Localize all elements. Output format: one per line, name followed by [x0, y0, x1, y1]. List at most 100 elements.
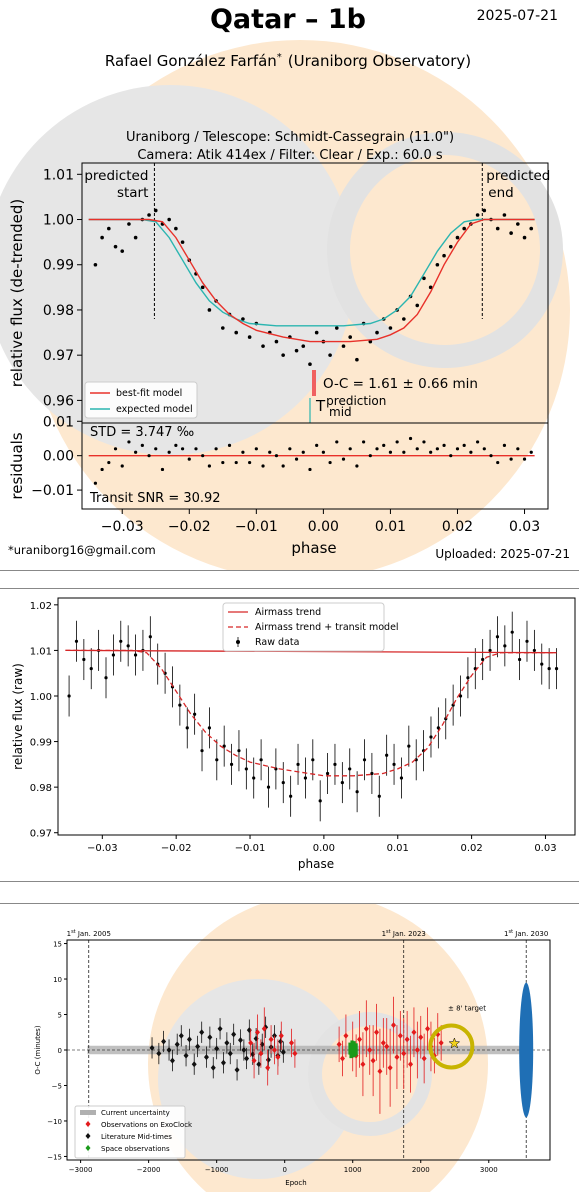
data-point [180, 240, 185, 244]
author-mark: * [277, 52, 282, 63]
residual-point [107, 460, 111, 465]
x-tick-label: 3000 [480, 1166, 498, 1174]
residual-point [489, 454, 493, 458]
residual-point [382, 443, 386, 447]
predicted-start-label-2: start [117, 185, 148, 201]
residual-point [274, 454, 279, 458]
raw-point [296, 762, 300, 766]
literature-point [237, 1037, 243, 1044]
data-point [388, 326, 393, 330]
space-point [354, 1043, 358, 1056]
data-point [509, 231, 513, 235]
raw-point [82, 657, 86, 662]
residual-point [288, 447, 292, 451]
residual-point [261, 464, 265, 468]
raw-point [466, 676, 470, 680]
raw-point [554, 667, 559, 671]
page-title: Qatar – 1b [210, 4, 366, 35]
date-marker-sup: st [386, 929, 391, 935]
raw-point [281, 780, 285, 785]
data-point [495, 226, 500, 231]
raw-point [111, 653, 115, 657]
exoclock-point [421, 1055, 427, 1062]
literature-point [186, 1036, 192, 1043]
date-marker-label: 1st Jan. 2005 [67, 929, 111, 938]
exoclock-point [248, 1039, 254, 1046]
x-tick-label: −1000 [205, 1166, 229, 1174]
y-tick-label: −5 [52, 1082, 62, 1090]
data-point [455, 235, 460, 240]
predicted-end-label-1: predicted [486, 168, 550, 184]
literature-point [280, 1049, 286, 1056]
residual-point [509, 457, 513, 461]
residual-point [415, 447, 419, 451]
raw-point [200, 749, 204, 753]
residual-point [442, 443, 446, 447]
y-tick-label: 0.97 [30, 829, 52, 840]
exoclock-point [360, 1061, 366, 1068]
exoclock-point [278, 1032, 284, 1039]
data-point [308, 362, 312, 367]
y-tick-label: 1.00 [43, 213, 74, 229]
residual-point [160, 467, 165, 472]
x-tick-label: 0.03 [509, 519, 540, 535]
residual-point [496, 460, 500, 465]
raw-point [303, 776, 308, 780]
literature-point [220, 1059, 226, 1066]
literature-point [265, 1056, 271, 1063]
tmid-sup: prediction [326, 394, 386, 408]
x-tick-label: −0.01 [235, 843, 266, 854]
x-tick-label: 1000 [344, 1166, 362, 1174]
literature-point [217, 1025, 223, 1032]
target-label: ± 8' target [448, 1004, 486, 1012]
residual-point [301, 450, 305, 454]
exoclock-point [265, 1064, 271, 1071]
residual-point [469, 450, 473, 454]
x-tick-label: −3000 [69, 1166, 93, 1174]
raw-point [185, 726, 189, 730]
data-point [415, 303, 420, 308]
residual-point [248, 460, 252, 465]
data-point [368, 339, 373, 344]
exoclock-point [384, 1043, 390, 1050]
raw-point [289, 794, 293, 798]
raw-point [547, 667, 551, 671]
y-tick-label: 1.01 [43, 167, 74, 183]
detrended-lightcurve-panel: Qatar – 1b 2025-07-21 Rafael González Fa… [0, 0, 579, 580]
raw-point [407, 744, 411, 748]
snr-label: Transit SNR = 30.92 [89, 491, 221, 506]
raw-point [67, 694, 71, 698]
raw-point [237, 749, 241, 753]
residual-point [221, 460, 225, 465]
raw-point [333, 762, 337, 766]
residual-point [201, 454, 205, 458]
literature-point [183, 1052, 189, 1059]
literature-point [199, 1029, 205, 1036]
exoclock-point [340, 1055, 346, 1062]
raw-point [207, 726, 212, 730]
residual-point [449, 454, 453, 458]
exoclock-point [414, 1047, 420, 1053]
y-tick-label: 10 [53, 976, 62, 984]
date-marker-pre: 1 [504, 930, 508, 938]
exoclock-point [401, 1050, 407, 1057]
date-marker-post: Jan. 2030 [513, 930, 548, 938]
exoclock-point [438, 1039, 444, 1046]
residual-point [241, 450, 245, 454]
exoclock-point [268, 1036, 274, 1043]
raw-point [222, 744, 226, 748]
data-point [200, 285, 205, 290]
residual-point [268, 450, 272, 454]
x-tick-label: 2000 [412, 1166, 430, 1174]
y-tick-label: 15 [53, 941, 62, 949]
literature-point [244, 1055, 250, 1062]
data-point [113, 244, 118, 249]
exoclock-point [370, 1057, 376, 1064]
detrended-lightcurve-figure: Qatar – 1b 2025-07-21 Rafael González Fa… [0, 4, 570, 580]
oc-label: O-C = 1.61 ± 0.66 min [323, 376, 478, 392]
data-point [207, 308, 212, 312]
oc-diagram-figure: −15 −10 −5 0 5 10 15 −3000 −2000 −1000 0 1000 2000 30… [34, 894, 551, 1196]
literature-point [207, 1034, 213, 1041]
residual-point [482, 447, 486, 451]
y-tick-label: 0.99 [30, 738, 52, 749]
